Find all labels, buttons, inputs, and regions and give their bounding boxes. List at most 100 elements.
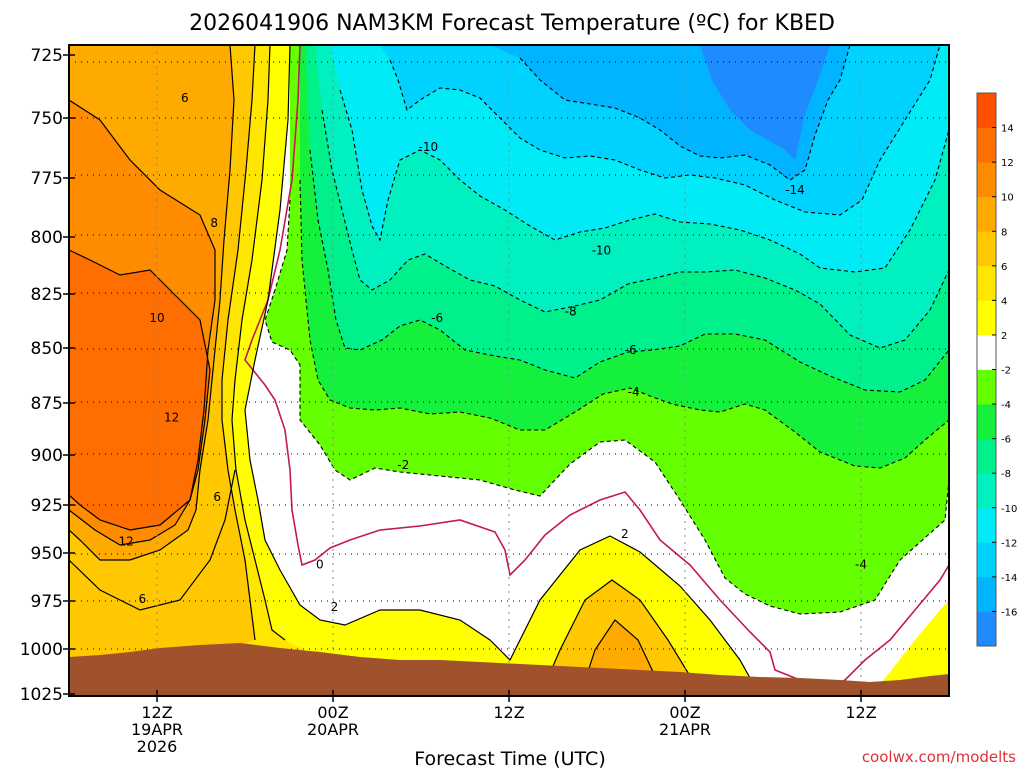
contour-label: -6 — [431, 311, 443, 325]
colorbar-label: 4 — [1001, 296, 1007, 307]
contour-label: 6 — [139, 592, 147, 606]
band-warm-2b — [870, 600, 949, 696]
isotherm-minus-14 — [519, 45, 851, 181]
x-tick-label: 00Z — [317, 703, 348, 722]
contour-label: -8 — [565, 304, 577, 318]
isotherm-minus-10 — [339, 89, 949, 273]
colorbar-label: -16 — [1001, 607, 1017, 618]
contour-label: -10 — [592, 244, 612, 258]
contour-label: -6 — [625, 343, 637, 357]
colorbar-label: -4 — [1001, 400, 1011, 411]
colorbar-segment — [977, 196, 996, 232]
x-tick-label: 20APR — [307, 720, 359, 739]
colorbar-segment — [977, 404, 996, 440]
colorbar-label: -12 — [1001, 538, 1017, 549]
colorbar-segment — [977, 300, 996, 336]
y-tick-label: 950 — [31, 544, 63, 564]
y-tick-label: 900 — [31, 446, 63, 466]
colorbar-label: 14 — [1001, 124, 1014, 135]
contour-label: 6 — [181, 91, 189, 105]
x-tick-label: 21APR — [659, 720, 711, 739]
colorbar-label: 10 — [1001, 193, 1014, 204]
y-tick-label: 825 — [31, 285, 63, 305]
isotherm-minus-2 — [264, 199, 949, 615]
contour-label: 8 — [210, 216, 218, 230]
colorbar-segment — [977, 542, 996, 578]
y-tick-label: 750 — [31, 109, 63, 129]
x-tick-label: 12Z — [493, 703, 524, 722]
y-tick-label: 800 — [31, 228, 63, 248]
contour-label: -14 — [785, 183, 805, 197]
colorbar-segment — [977, 162, 996, 198]
colorbar-segment — [977, 127, 996, 163]
colorbar-label: -2 — [1001, 366, 1011, 377]
colorbar-segment — [977, 611, 996, 647]
y-tick-label: 1025 — [20, 685, 63, 705]
x-axis-label: Forecast Time (UTC) — [414, 748, 605, 768]
isotherm-minus-8 — [321, 109, 949, 349]
pressure-axis: 725 750 775 800 825 850 875 900 925 950 975 1000 102… — [20, 46, 75, 705]
isotherm-2 — [244, 45, 761, 696]
y-tick-label: 1000 — [20, 640, 63, 660]
isotherm-10 — [69, 99, 216, 546]
contour-label: -2 — [397, 458, 409, 472]
colorbar-segment — [977, 265, 996, 301]
y-tick-label: 975 — [31, 592, 63, 612]
contour-label: 2 — [621, 527, 629, 541]
contour-label: -4 — [855, 558, 867, 572]
isotherm-6-dome — [539, 579, 701, 696]
contour-label: -10 — [419, 140, 439, 154]
contour-label: 2 — [331, 600, 339, 614]
x-tick-label: 12Z — [845, 703, 876, 722]
isotherm-6-lower — [69, 469, 236, 611]
y-tick-label: 925 — [31, 496, 63, 516]
contour-label: 12 — [164, 411, 179, 425]
isotherm-8 — [69, 45, 235, 561]
contour-label: 6 — [213, 490, 221, 504]
isotherm-4 — [231, 45, 286, 641]
plot-area: 6 8 10 12 12 6 6 0 2 -2 -10 -6 -8 -10 -6 -4 2 -14 -4 — [69, 45, 949, 696]
source-credit[interactable]: coolwx.com/modelts — [862, 748, 1016, 766]
colorbar-label: 12 — [1001, 158, 1014, 169]
band-cold-minus-16 — [700, 45, 830, 160]
colorbar-label: 8 — [1001, 227, 1007, 238]
cold-isotherm-lines — [264, 45, 949, 615]
isotherm-minus-12 — [389, 45, 941, 216]
contour-label: -4 — [628, 385, 640, 399]
colorbar-segment — [977, 231, 996, 267]
isotherm-minus-4 — [299, 179, 949, 469]
colorbar-legend: -16 -14 -12 -10 -8 -6 -4 -2 2 4 6 8 10 12 14 — [976, 92, 1017, 647]
colorbar-segment — [977, 334, 996, 370]
band-warm-12 — [69, 250, 210, 530]
contour-labels: 6 8 10 12 12 6 6 0 2 -2 -10 -6 -8 -10 -6 -4 2 -14 -4 — [119, 91, 867, 614]
colorbar-segment — [977, 93, 996, 128]
y-tick-label: 850 — [31, 339, 63, 359]
colorbar-segment — [977, 438, 996, 474]
colorbar-segment — [977, 507, 996, 543]
ground-terrain — [69, 643, 949, 696]
x-tick-label: 12Z — [141, 703, 172, 722]
colorbar-segment — [977, 473, 996, 509]
colorbar-segment — [977, 369, 996, 405]
colorbar-label: 2 — [1001, 331, 1007, 342]
contour-label: 12 — [119, 534, 134, 548]
colorbar-label: 6 — [1001, 262, 1007, 273]
colorbar-segment — [977, 576, 996, 612]
isotherm-minus-6 — [309, 149, 949, 393]
y-tick-label: 725 — [31, 46, 63, 66]
x-tick-label: 19APR — [131, 720, 183, 739]
x-tick-label: 2026 — [137, 737, 178, 756]
x-tick-label: 00Z — [669, 703, 700, 722]
colorbar-label: -8 — [1001, 469, 1011, 480]
warm-isotherm-lines — [69, 45, 761, 696]
y-tick-label: 875 — [31, 394, 63, 414]
y-tick-label: 775 — [31, 169, 63, 189]
colorbar-label: -14 — [1001, 573, 1017, 584]
isotherm-12 — [69, 249, 211, 531]
contour-label: 10 — [149, 311, 164, 325]
contour-label: 0 — [316, 558, 324, 572]
colorbar-label: -10 — [1001, 504, 1017, 515]
colorbar-label: -6 — [1001, 435, 1011, 446]
